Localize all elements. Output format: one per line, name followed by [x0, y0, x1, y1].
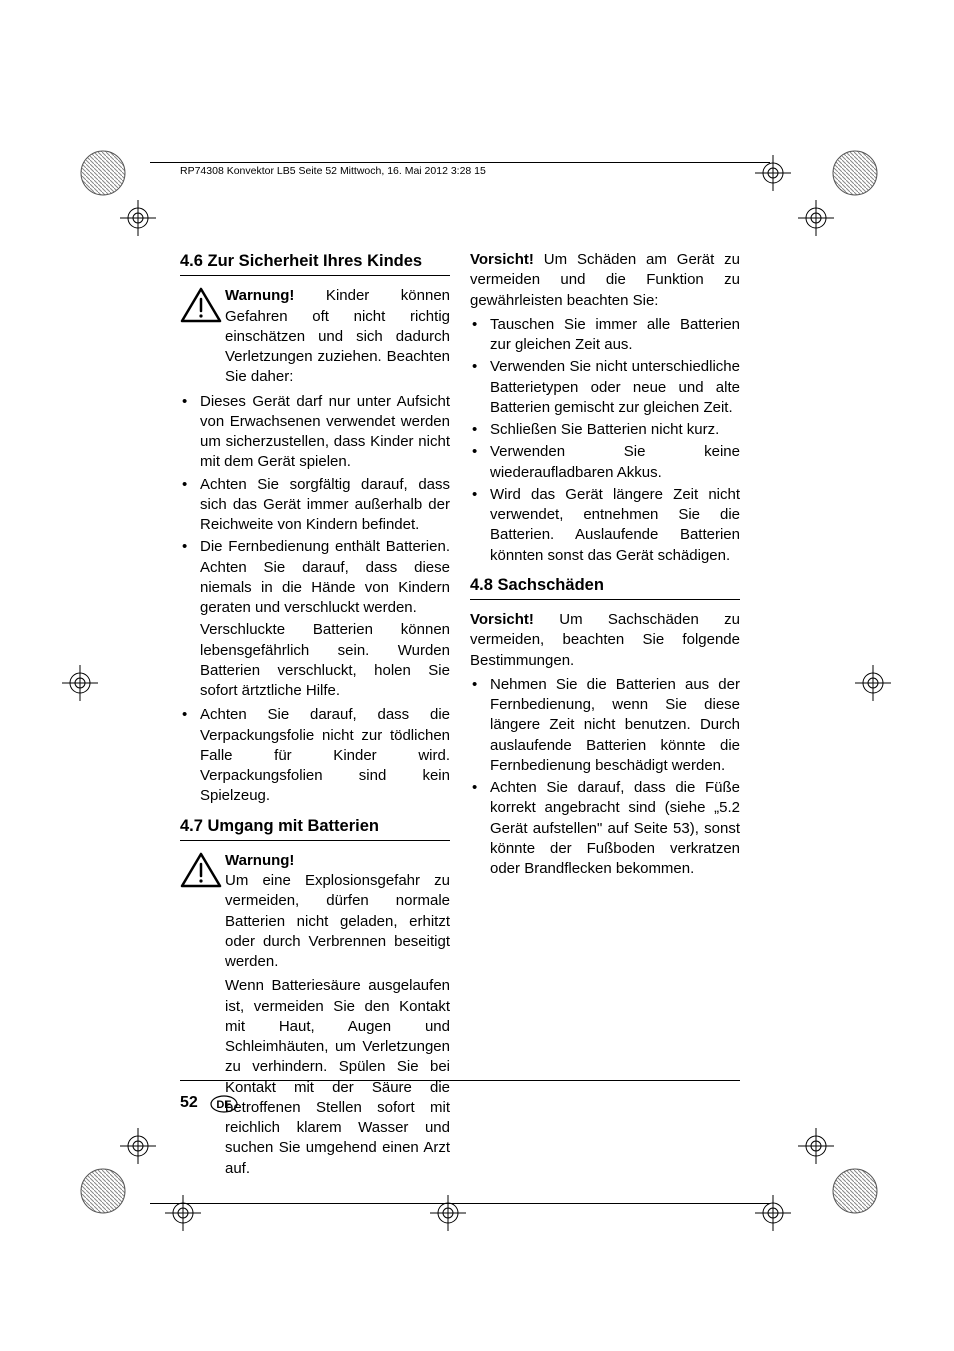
list-item: Die Fernbedienung enthält Batterien. Ach… — [180, 537, 450, 618]
warning-p1: Um eine Explosionsgefahr zu vermeiden, d… — [225, 871, 450, 972]
registration-mark-icon — [62, 665, 98, 706]
registration-mark-icon — [165, 1195, 201, 1236]
right-column: Vorsicht! Um Schäden am Gerät zu vermeid… — [470, 250, 740, 1185]
list-item: Wird das Gerät längere Zeit nicht verwen… — [470, 485, 740, 566]
list-item: Achten Sie darauf, dass die Verpackungsf… — [180, 705, 450, 806]
caution-label: Vorsicht! — [470, 611, 534, 628]
bullet-list-4-8: Nehmen Sie die Batterien aus der Fernbed… — [470, 675, 740, 880]
content-area: 4.6 Zur Sicherheit Ihres Kindes Warnung!… — [180, 250, 740, 1185]
bullet-list-4-6: Dieses Gerät darf nur unter Aufsicht von… — [180, 392, 450, 619]
caution-label: Vorsicht! — [470, 251, 534, 268]
lang-badge: DE — [210, 1095, 238, 1118]
left-column: 4.6 Zur Sicherheit Ihres Kindes Warnung!… — [180, 250, 450, 1185]
warning-p2: Wenn Batteriesäure ausgelaufen ist, verm… — [180, 976, 450, 1179]
registration-mark-icon — [798, 1128, 834, 1169]
running-header: RP74308 Konvektor LB5 Seite 52 Mittwoch,… — [180, 165, 740, 177]
registration-mark-icon — [120, 200, 156, 241]
section-heading-4-6: 4.6 Zur Sicherheit Ihres Kindes — [180, 250, 450, 272]
section-rule — [470, 599, 740, 600]
section-rule — [180, 275, 450, 276]
print-mark-icon — [830, 148, 880, 203]
warning-label: Warnung! — [225, 287, 294, 304]
registration-mark-icon — [430, 1195, 466, 1236]
warning-block-4-6: Warnung! Kinder können Gefahren oft nich… — [180, 286, 450, 387]
warning-icon — [180, 851, 225, 891]
sub-text: Verschluckte Batterien können lebensgefä… — [180, 620, 450, 701]
warning-block-4-7: Warnung! Um eine Explosionsgefahr zu ver… — [180, 851, 450, 973]
print-mark-icon — [830, 1166, 880, 1221]
list-item: Verwenden Sie keine wiederaufladbaren Ak… — [470, 442, 740, 483]
list-item: Tauschen Sie immer alle Batterien zur gl… — [470, 315, 740, 356]
list-item: Schließen Sie Batterien nicht kurz. — [470, 420, 740, 440]
list-item: Achten Sie sorgfältig darauf, dass sich … — [180, 475, 450, 536]
registration-mark-icon — [798, 200, 834, 241]
list-item: Dieses Gerät darf nur unter Aufsicht von… — [180, 392, 450, 473]
svg-text:DE: DE — [216, 1099, 231, 1111]
print-mark-icon — [78, 148, 128, 203]
list-item: Verwenden Sie nicht unterschiedliche Bat… — [470, 357, 740, 418]
page-number: 52 — [180, 1094, 198, 1112]
section-heading-4-7: 4.7 Umgang mit Batterien — [180, 815, 450, 837]
registration-mark-icon — [120, 1128, 156, 1169]
warning-icon — [180, 286, 225, 326]
print-mark-icon — [78, 1166, 128, 1221]
section-heading-4-8: 4.8 Sachschäden — [470, 574, 740, 596]
crop-line — [150, 162, 770, 163]
registration-mark-icon — [855, 665, 891, 706]
footer-rule — [180, 1080, 740, 1081]
warning-label: Warnung! — [225, 851, 450, 871]
registration-mark-icon — [755, 1195, 791, 1236]
list-item: Nehmen Sie die Batterien aus der Fernbed… — [470, 675, 740, 776]
crop-line — [150, 1203, 770, 1204]
section-rule — [180, 840, 450, 841]
list-item: Achten Sie darauf, dass die Füße korrekt… — [470, 778, 740, 879]
bullet-list-4-7r: Tauschen Sie immer alle Batterien zur gl… — [470, 315, 740, 566]
bullet-list-4-6b: Achten Sie darauf, dass die Verpackungsf… — [180, 705, 450, 806]
